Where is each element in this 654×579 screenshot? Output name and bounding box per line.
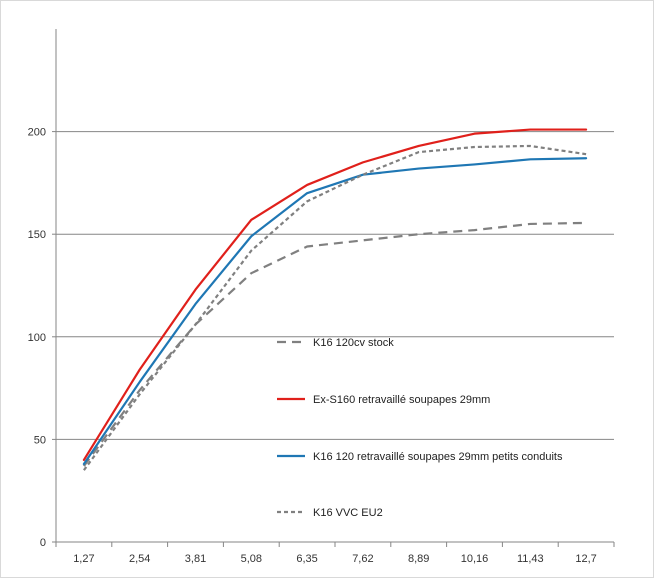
legend-label-2: Ex-S160 retravaillé soupapes 29mm [313, 394, 490, 406]
series-line-4 [83, 144, 587, 471]
x-tick-label: 3,81 [185, 553, 206, 565]
y-tick-label: 200 [28, 127, 46, 139]
y-tick-label: 0 [40, 537, 46, 549]
x-tick-label: 1,27 [73, 553, 94, 565]
series-lines [82, 128, 588, 471]
gridlines [56, 131, 614, 440]
x-tick-label: 8,89 [408, 553, 429, 565]
legend: K16 120cv stock Ex-S160 retravaillé soupa… [277, 337, 563, 519]
legend-label-3: K16 120 retravaillé soupapes 29mm petits… [313, 451, 563, 463]
x-tick-label: 11,43 [517, 553, 544, 565]
legend-label-1: K16 120cv stock [313, 337, 394, 349]
legend-label-4: K16 VVC EU2 [313, 507, 383, 519]
x-tick-label: 7,62 [352, 553, 373, 565]
series-line-2 [82, 128, 588, 462]
y-tick-label: 50 [34, 434, 46, 446]
axes: 0 50 100 150 200 1,27 2,54 3,81 5,08 6,35 7,62 8,89… [28, 29, 615, 565]
x-tick-label: 12,7 [575, 553, 596, 565]
series-line-1 [83, 221, 587, 467]
x-tick-label: 2,54 [129, 553, 150, 565]
x-tick-label: 10,16 [461, 553, 489, 565]
y-tick-label: 150 [28, 229, 46, 241]
y-tick-label: 100 [28, 332, 46, 344]
x-tick-label: 5,08 [241, 553, 262, 565]
x-tick-label: 6,35 [296, 553, 317, 565]
series-line-3 [82, 157, 588, 466]
